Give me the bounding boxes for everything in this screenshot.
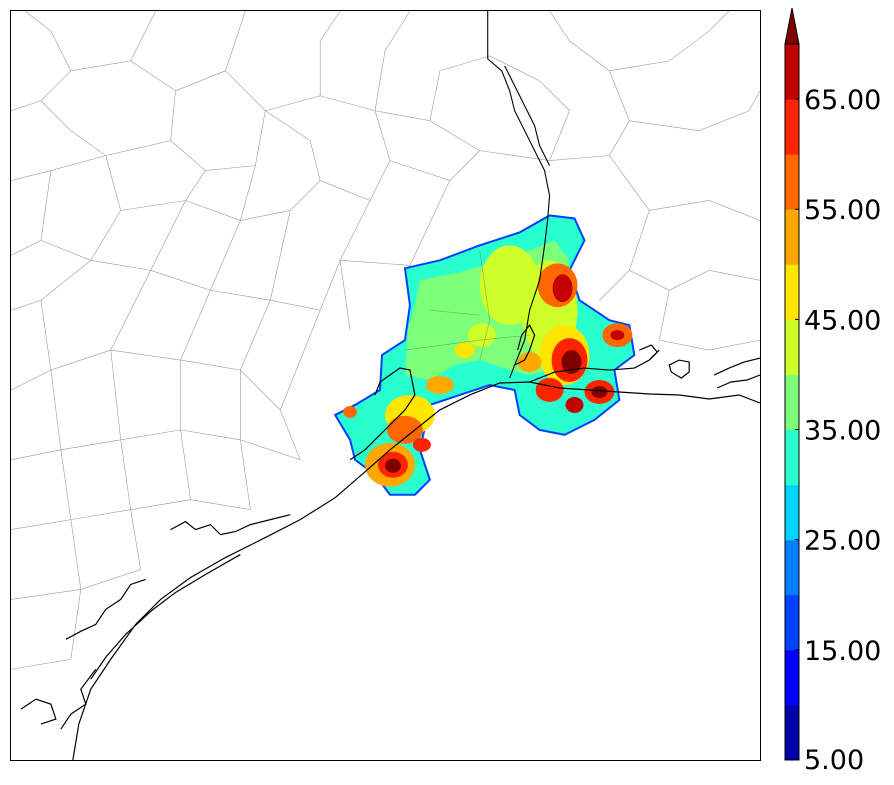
state-boundary bbox=[487, 11, 551, 379]
colorbar-segment bbox=[785, 594, 799, 651]
colorbar-tick-label: 5.00 bbox=[804, 745, 864, 776]
map-svg bbox=[11, 11, 760, 760]
colorbar-tick-label: 15.00 bbox=[804, 636, 881, 667]
colorbar-tick-label: 35.00 bbox=[804, 416, 881, 447]
colorbar-segment bbox=[785, 429, 799, 486]
colorbar: 5.00 15.00 25.00 35.00 45.00 55.00 65.00 bbox=[784, 7, 894, 776]
colorbar-svg: 5.00 15.00 25.00 35.00 45.00 55.00 65.00 bbox=[784, 7, 881, 776]
colorbar-tick-label: 25.00 bbox=[804, 526, 881, 557]
county-overlay bbox=[404, 250, 530, 361]
colorbar-segment bbox=[785, 319, 799, 375]
colorbar-segment bbox=[785, 484, 799, 541]
map-panel bbox=[10, 10, 761, 761]
colorbar-segment bbox=[785, 649, 799, 706]
colorbar-segment bbox=[785, 99, 799, 155]
colorbar-segment bbox=[785, 209, 799, 265]
precip-field bbox=[333, 214, 636, 496]
colorbar-segment bbox=[785, 374, 799, 431]
coastline bbox=[20, 324, 760, 760]
colorbar-segment bbox=[785, 154, 799, 210]
colorbar-tick-label: 65.00 bbox=[804, 85, 881, 116]
colorbar-segment bbox=[785, 44, 799, 100]
colorbar-tick-label: 45.00 bbox=[804, 305, 881, 336]
colorbar-outline bbox=[784, 43, 800, 761]
colorbar-extend-arrow bbox=[784, 7, 800, 45]
colorbar-segment bbox=[785, 264, 799, 320]
colorbar-tick-label: 55.00 bbox=[804, 195, 881, 226]
colorbar-segment bbox=[785, 539, 799, 596]
county-boundaries bbox=[11, 11, 760, 670]
colorbar-segment bbox=[785, 704, 799, 761]
